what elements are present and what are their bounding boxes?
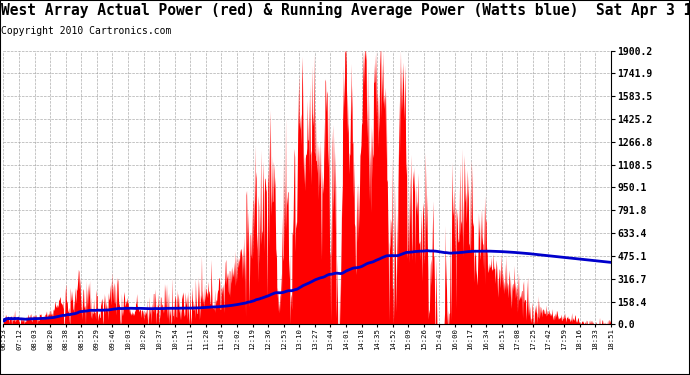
Text: West Array Actual Power (red) & Running Average Power (Watts blue)  Sat Apr 3 19: West Array Actual Power (red) & Running … bbox=[1, 2, 690, 18]
Text: Copyright 2010 Cartronics.com: Copyright 2010 Cartronics.com bbox=[1, 26, 172, 36]
